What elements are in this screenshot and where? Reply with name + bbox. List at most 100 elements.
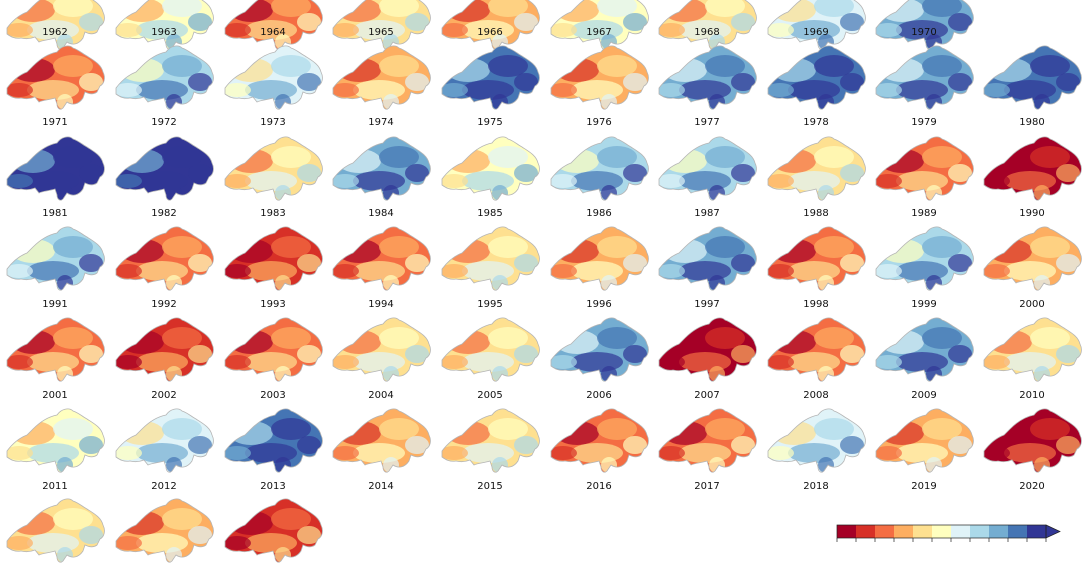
map-panel xyxy=(441,136,540,201)
year-label: 1987 xyxy=(694,208,720,219)
year-label: 1970 xyxy=(911,27,937,38)
map-panel xyxy=(441,0,540,50)
year-label: 1978 xyxy=(803,117,829,128)
map-panel xyxy=(550,45,649,110)
year-label: 1986 xyxy=(586,208,612,219)
year-label: 1962 xyxy=(42,27,68,38)
map-panel xyxy=(875,408,974,473)
map-panel xyxy=(115,408,214,473)
map-panel xyxy=(224,45,323,110)
map-panel xyxy=(658,45,757,110)
map-panel xyxy=(441,45,540,110)
map-panel xyxy=(875,0,974,50)
year-label: 1992 xyxy=(151,299,177,310)
map-panel xyxy=(983,45,1082,110)
year-label: 2004 xyxy=(368,390,394,401)
map-panel xyxy=(767,226,866,291)
year-label: 1994 xyxy=(368,299,394,310)
year-label: 2015 xyxy=(477,481,503,492)
map-panel xyxy=(6,317,105,382)
map-panel xyxy=(658,408,757,473)
year-label: 2012 xyxy=(151,481,177,492)
map-panel xyxy=(6,0,105,50)
map-panel xyxy=(441,317,540,382)
year-label: 1979 xyxy=(911,117,937,128)
yearly-map-grid: 1962 1963 1964 1965 1966 1967 1968 1969 1970 1971… xyxy=(6,0,1082,563)
year-label: 2016 xyxy=(586,481,612,492)
map-panel xyxy=(875,226,974,291)
map-panel xyxy=(658,136,757,201)
year-label: 2009 xyxy=(911,390,937,401)
year-label: 1982 xyxy=(151,208,177,219)
colorbar-segment xyxy=(970,525,989,538)
map-panel xyxy=(6,498,105,563)
year-label: 1964 xyxy=(260,27,286,38)
map-panel xyxy=(6,226,105,291)
map-panel xyxy=(767,45,866,110)
map-panel xyxy=(115,226,214,291)
year-label: 2005 xyxy=(477,390,503,401)
colorbar-segment xyxy=(913,525,932,538)
colorbar-segment xyxy=(989,525,1008,538)
year-label: 1974 xyxy=(368,117,394,128)
year-label: 1999 xyxy=(911,299,937,310)
map-panel xyxy=(332,226,431,291)
year-label: 1980 xyxy=(1019,117,1045,128)
colorbar-segment xyxy=(932,525,951,538)
year-label: 1995 xyxy=(477,299,503,310)
year-label: 2007 xyxy=(694,390,720,401)
year-label: 1996 xyxy=(586,299,612,310)
year-label: 2018 xyxy=(803,481,829,492)
year-label: 2010 xyxy=(1019,390,1045,401)
map-panel xyxy=(6,45,105,110)
map-panel xyxy=(983,136,1082,201)
map-panel xyxy=(115,498,214,563)
year-label: 2011 xyxy=(42,481,68,492)
map-panel xyxy=(441,226,540,291)
year-label: 2000 xyxy=(1019,299,1045,310)
map-panel xyxy=(332,45,431,110)
map-panel xyxy=(115,45,214,110)
map-panel xyxy=(983,226,1082,291)
map-panel xyxy=(115,0,214,50)
map-panel xyxy=(875,136,974,201)
year-label: 1976 xyxy=(586,117,612,128)
year-label: 1975 xyxy=(477,117,503,128)
map-panel xyxy=(658,317,757,382)
year-label: 2017 xyxy=(694,481,720,492)
colorbar-segment xyxy=(875,525,894,538)
map-panel xyxy=(658,226,757,291)
year-label: 1972 xyxy=(151,117,177,128)
map-panel xyxy=(224,226,323,291)
year-label: 1991 xyxy=(42,299,68,310)
year-label: 1966 xyxy=(477,27,503,38)
colorbar-segment xyxy=(837,525,856,538)
map-panel xyxy=(115,136,214,201)
year-label: 2014 xyxy=(368,481,394,492)
map-panel xyxy=(441,408,540,473)
map-panel xyxy=(550,408,649,473)
year-label: 1993 xyxy=(260,299,286,310)
year-label: 2003 xyxy=(260,390,286,401)
year-label: 2006 xyxy=(586,390,612,401)
map-panel xyxy=(875,317,974,382)
year-label: 1998 xyxy=(803,299,829,310)
year-label: 2020 xyxy=(1019,481,1045,492)
map-panel xyxy=(875,45,974,110)
map-panel xyxy=(224,408,323,473)
map-panel xyxy=(115,317,214,382)
colorbar-segment xyxy=(951,525,970,538)
year-label: 1969 xyxy=(803,27,829,38)
year-label: 1973 xyxy=(260,117,286,128)
year-label: 2008 xyxy=(803,390,829,401)
map-panel xyxy=(767,408,866,473)
year-label: 2013 xyxy=(260,481,286,492)
year-label: 1967 xyxy=(586,27,612,38)
map-panel xyxy=(224,0,323,50)
map-panel xyxy=(983,317,1082,382)
map-panel xyxy=(6,408,105,473)
map-panel xyxy=(550,0,649,50)
map-panel xyxy=(550,317,649,382)
year-label: 2001 xyxy=(42,390,68,401)
map-panel xyxy=(550,136,649,201)
